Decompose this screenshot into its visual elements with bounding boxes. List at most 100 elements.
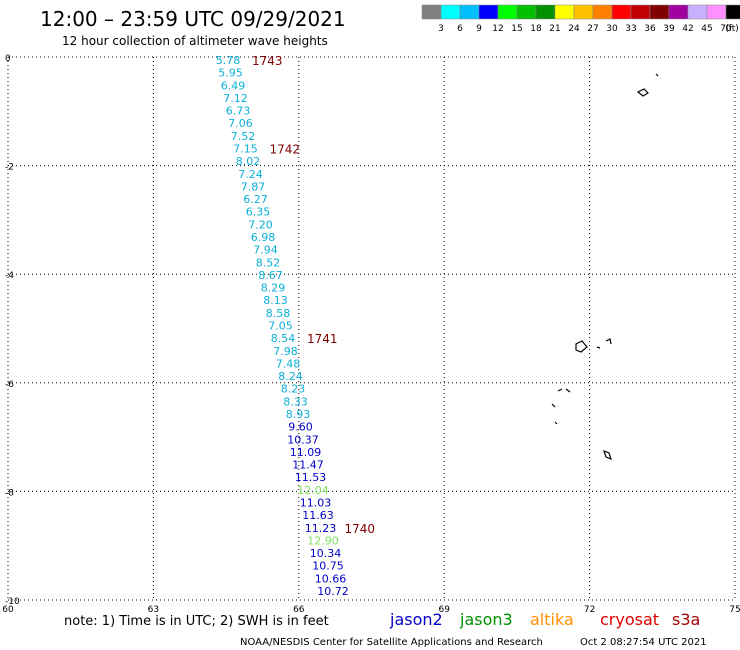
legend-label: 21 xyxy=(549,24,560,34)
satellite-label-cryosat: cryosat xyxy=(600,610,659,629)
color-scale-legend: 3 6 9 12 15 18 21 24 27 30 33 36 39 42 45 70(ft) xyxy=(421,4,740,34)
legend-swatch xyxy=(459,4,480,20)
latitude-label: -10 xyxy=(5,597,20,607)
wave-height-reading: 6.98 xyxy=(251,231,276,244)
wave-height-reading: 7.24 xyxy=(238,168,263,181)
wave-height-reading: 7.20 xyxy=(248,218,273,231)
wave-height-reading: 7.98 xyxy=(273,345,298,358)
island-outlines xyxy=(551,73,659,461)
legend-swatch xyxy=(573,4,594,20)
legend-swatch xyxy=(687,4,708,20)
legend-swatch xyxy=(516,4,537,20)
time-label: 1740 xyxy=(345,522,376,536)
wave-height-reading: 8.93 xyxy=(286,408,311,421)
wave-height-reading: 6.35 xyxy=(246,206,271,219)
wave-height-reading: 11.53 xyxy=(295,471,327,484)
latitude-label: -6 xyxy=(5,380,14,390)
legend-swatch xyxy=(497,4,518,20)
footer-note: note: 1) Time is in UTC; 2) SWH is in fe… xyxy=(64,614,329,629)
legend-label: 45 xyxy=(701,24,712,34)
legend-swatch xyxy=(668,4,689,20)
legend-swatch xyxy=(725,4,740,20)
legend-label: 3 xyxy=(438,24,444,34)
satellite-legend: jason2 jason3 altika cryosat s3a xyxy=(389,610,700,629)
wave-height-reading: 8.54 xyxy=(271,332,296,345)
legend-label: 70 xyxy=(720,24,732,34)
wave-height-reading: 11.09 xyxy=(290,446,322,459)
map-title: 12:00 – 23:59 UTC 09/29/2021 xyxy=(40,7,346,31)
wave-height-reading: 7.15 xyxy=(233,143,258,156)
legend-swatch xyxy=(592,4,613,20)
wave-height-track: 5.785.956.497.126.737.067.527.158.027.24… xyxy=(216,54,375,598)
wave-height-reading: 10.37 xyxy=(287,433,319,446)
satellite-label-altika: altika xyxy=(530,610,574,629)
longitude-label: 72 xyxy=(584,605,595,615)
wave-height-reading: 10.75 xyxy=(312,560,344,573)
wave-height-reading: 7.94 xyxy=(253,244,278,257)
wave-height-reading: 9.60 xyxy=(288,421,313,434)
legend-swatch xyxy=(478,4,499,20)
wave-height-reading: 8.67 xyxy=(258,269,283,282)
legend-label: 18 xyxy=(530,24,542,34)
latitude-label: 0 xyxy=(5,54,11,64)
wave-height-reading: 8.29 xyxy=(261,282,286,295)
time-label: 1741 xyxy=(307,332,338,346)
time-label: 1742 xyxy=(270,143,301,157)
legend-label: 27 xyxy=(587,24,598,34)
latitude-label: -4 xyxy=(5,271,14,281)
legend-label: 36 xyxy=(644,24,656,34)
wave-height-reading: 7.12 xyxy=(223,92,248,105)
wave-height-reading: 8.33 xyxy=(283,395,308,408)
legend-label: 12 xyxy=(492,24,503,34)
longitude-label: 60 xyxy=(2,605,14,615)
legend-swatch xyxy=(630,4,651,20)
satellite-label-s3a: s3a xyxy=(672,610,700,629)
latitude-label: -2 xyxy=(5,163,14,173)
wave-height-reading: 11.47 xyxy=(292,459,324,472)
legend-label: 33 xyxy=(625,24,636,34)
wave-height-reading: 8.13 xyxy=(263,294,288,307)
longitude-label: 75 xyxy=(729,605,740,615)
wave-height-reading: 10.66 xyxy=(315,572,347,585)
longitude-label: 63 xyxy=(148,605,159,615)
generated-timestamp: Oct 2 08:27:54 UTC 2021 xyxy=(580,637,707,648)
wave-height-reading: 11.63 xyxy=(302,509,334,522)
wave-height-reading: 8.52 xyxy=(256,256,281,269)
longitude-label: 66 xyxy=(293,605,305,615)
wave-height-reading: 6.73 xyxy=(226,105,251,118)
wave-height-reading: 6.49 xyxy=(221,79,246,92)
legend-unit: (ft) xyxy=(725,24,739,34)
legend-label: 6 xyxy=(457,24,463,34)
lat-lon-grid: 60 63 66 69 72 75 0 -2 -4 -6 -8 -10 xyxy=(2,54,740,615)
wave-height-reading: 5.95 xyxy=(218,67,243,80)
wave-height-reading: 6.27 xyxy=(243,193,268,206)
wave-height-reading: 7.05 xyxy=(268,320,293,333)
legend-swatch xyxy=(535,4,556,20)
legend-label: 39 xyxy=(663,24,675,34)
wave-height-reading: 10.34 xyxy=(310,547,342,560)
wave-height-reading: 11.23 xyxy=(305,522,337,535)
wave-height-reading: 7.48 xyxy=(276,357,301,370)
legend-swatch xyxy=(554,4,575,20)
wave-height-reading: 8.58 xyxy=(266,307,291,320)
legend-swatch xyxy=(706,4,727,20)
time-label: 1743 xyxy=(252,54,283,68)
wave-height-reading: 11.03 xyxy=(300,497,332,510)
latitude-label: -8 xyxy=(5,488,14,498)
legend-label: 42 xyxy=(682,24,693,34)
legend-label: 15 xyxy=(511,24,522,34)
wave-height-reading: 12.04 xyxy=(297,484,329,497)
wave-height-reading: 7.52 xyxy=(231,130,256,143)
legend-label: 30 xyxy=(606,24,618,34)
wave-height-reading: 8.02 xyxy=(236,155,261,168)
satellite-label-jason3: jason3 xyxy=(459,610,513,629)
satellite-label-jason2: jason2 xyxy=(389,610,443,629)
legend-label: 24 xyxy=(568,24,580,34)
wave-height-reading: 10.72 xyxy=(317,585,349,598)
longitude-label: 69 xyxy=(438,605,450,615)
legend-swatch xyxy=(611,4,632,20)
wave-height-reading: 12.90 xyxy=(307,534,339,547)
credit-line: NOAA/NESDIS Center for Satellite Applica… xyxy=(240,637,543,648)
map-subtitle: 12 hour collection of altimeter wave hei… xyxy=(62,34,328,48)
